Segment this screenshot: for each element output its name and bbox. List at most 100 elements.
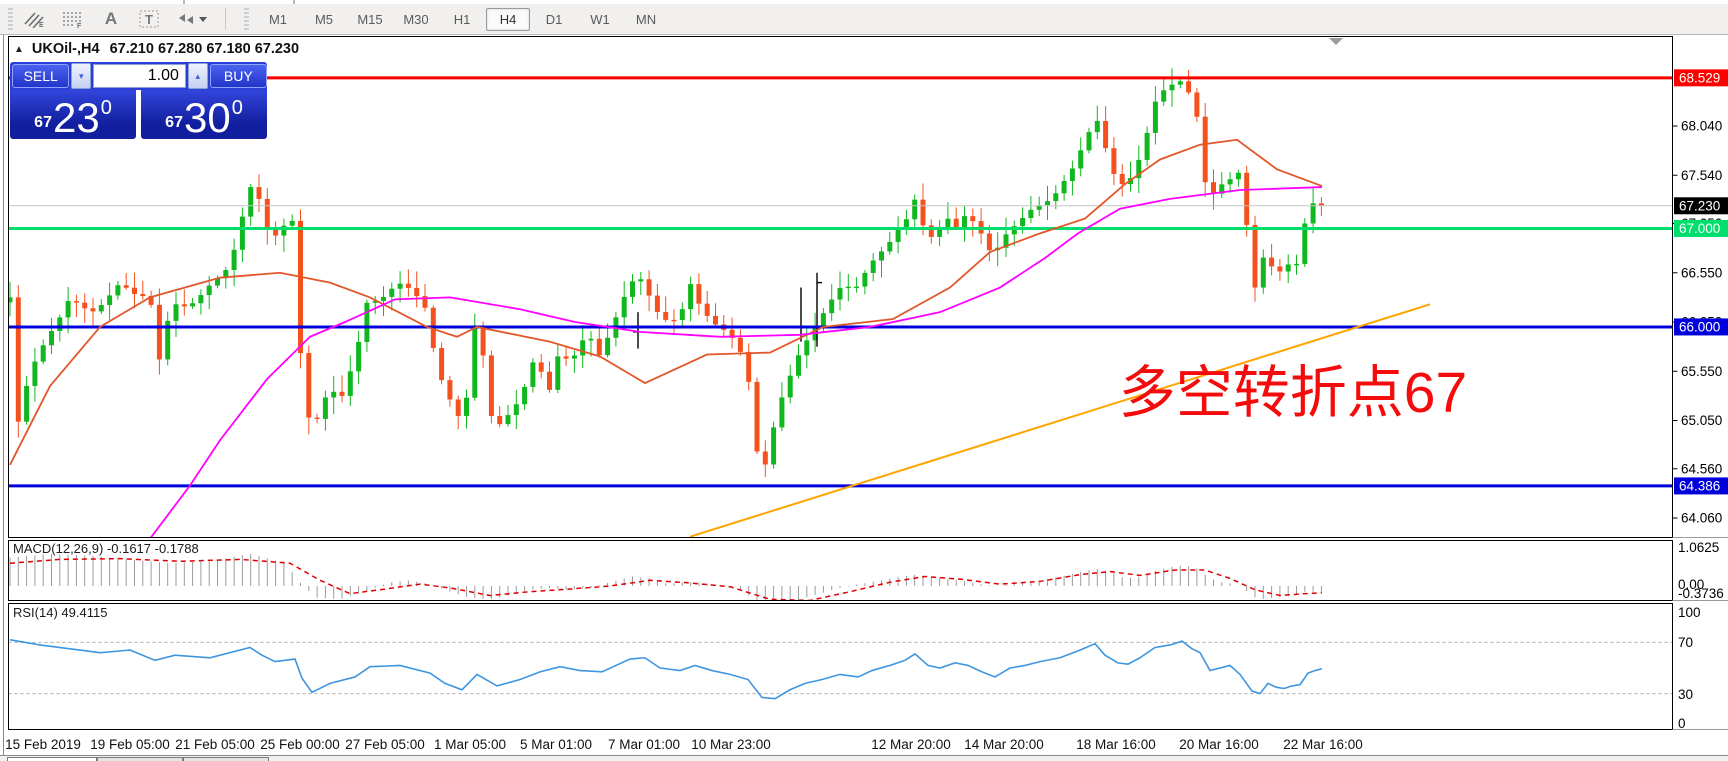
candle-body [1053,193,1059,202]
ohlc-values: 67.210 67.280 67.180 67.230 [109,41,300,57]
candle-body [24,385,30,422]
toolbar-grip[interactable] [8,8,13,30]
timeframe-H4[interactable]: H4 [486,7,530,31]
price-flag [1674,197,1728,215]
candle-body [1302,223,1308,264]
candle-body [820,313,826,327]
candle-body [156,304,162,360]
buy-price-point: 0 [231,97,243,119]
candle-body [638,279,644,282]
toolbar-grip[interactable] [244,8,249,30]
candle-body [696,284,702,304]
sell-price-point: 0 [100,97,112,119]
candle-body [1202,116,1208,183]
buy-price-box[interactable]: 67 30 0 [141,90,267,139]
candle-body [654,295,660,312]
candle-body [862,272,868,287]
support-trendline [689,303,1431,538]
candle-body [190,303,196,307]
candle-body [1136,159,1142,179]
chart-window[interactable]: 多空转折点67 MACD(12,26,9) -0.1617 -0.1788 RSI(… [0,35,1728,761]
candle-body [98,305,104,312]
arrows-icon[interactable] [171,6,213,32]
timeframe-M15[interactable]: M15 [357,11,383,27]
timeframe-W1[interactable]: W1 [590,11,610,27]
candle-body [1144,132,1150,160]
rsi-axis-label: 30 [1678,687,1693,702]
candle-body [953,218,959,228]
candle-body [837,288,843,300]
price-tick-label: 65.550 [1681,364,1722,379]
draw-channel-icon[interactable]: E [19,6,51,32]
sell-button[interactable]: SELL [12,64,70,88]
chart-tab[interactable] [183,757,269,761]
svg-text:E: E [39,22,44,28]
candle-body [289,220,295,226]
candle-body [439,348,445,381]
price-chart-canvas[interactable]: 多空转折点67 MACD(12,26,9) -0.1617 -0.1788 RSI(… [0,35,1728,761]
time-axis-label: 18 Mar 16:00 [1076,737,1156,752]
panel-bg [8,603,1673,730]
candle-body [704,303,710,316]
fibonacci-icon[interactable]: F [57,6,89,32]
candle-body [713,315,718,325]
timeframe-M5[interactable]: M5 [314,11,334,27]
sell-price-prefix: 67 [34,114,52,131]
candle-body [206,285,212,296]
text-label-icon[interactable]: A [104,9,118,28]
candle-body [1244,172,1250,225]
symbol-name: UKOil-,H4 [31,41,100,57]
candle-body [1036,205,1042,210]
candle-body [455,399,461,416]
chinese-annotation: 多空转折点67 [1119,361,1467,425]
price-flag-label: 66.000 [1679,319,1720,334]
candle-body [1169,84,1175,91]
chart-tab[interactable] [97,757,183,761]
sell-price-box[interactable]: 67 23 0 [10,90,136,139]
chart-tab[interactable] [7,757,97,761]
timeframe-M1[interactable]: M1 [268,11,288,27]
timeframe-D1[interactable]: D1 [545,11,563,27]
timeframe-MN[interactable]: MN [635,11,657,27]
timeframe-H1[interactable]: H1 [453,11,471,27]
menu-separator [183,0,185,4]
candle-body [895,228,901,242]
candle-body [1152,101,1158,133]
candle-body [107,295,113,306]
buy-price-prefix: 67 [165,114,183,131]
candle-body [1294,263,1299,266]
volume-increase-button[interactable]: ▴ [187,63,208,89]
volume-input[interactable]: 1.00 [93,64,186,88]
collapse-panel-icon[interactable]: ▲ [14,43,24,55]
price-flag-label: 64.386 [1679,478,1720,493]
chart-shift-marker[interactable] [1329,38,1343,45]
price-flag [1674,219,1728,237]
time-axis-label: 27 Feb 05:00 [345,737,425,752]
candle-body [1003,234,1009,248]
timeframe-M30[interactable]: M30 [403,11,429,27]
candle-body [870,260,876,273]
candle-body [986,233,992,251]
candle-body [1277,266,1283,272]
candle-body [372,300,378,303]
buy-button[interactable]: BUY [209,64,268,88]
candle-body [1011,226,1017,235]
volume-decrease-button[interactable]: ▾ [71,63,92,89]
candle-body [381,296,386,301]
candle-body [1119,173,1125,184]
candle-body [522,386,528,405]
price-flag-label: 68.529 [1679,70,1720,85]
one-click-trading-panel: SELL ▾ 1.00 ▴ BUY 67 23 0 67 30 0 [10,62,268,174]
candle-body [729,329,735,338]
candle-body [621,296,627,318]
text-box-icon[interactable]: T [133,6,165,32]
candle-body [239,216,245,250]
candle-body [829,299,835,314]
candle-body [322,397,328,419]
candle-body [796,355,801,376]
candle-body [339,391,345,396]
candle-body [563,356,569,359]
candle-body [181,304,187,307]
candle-body [314,417,320,419]
candle-body [488,355,494,416]
